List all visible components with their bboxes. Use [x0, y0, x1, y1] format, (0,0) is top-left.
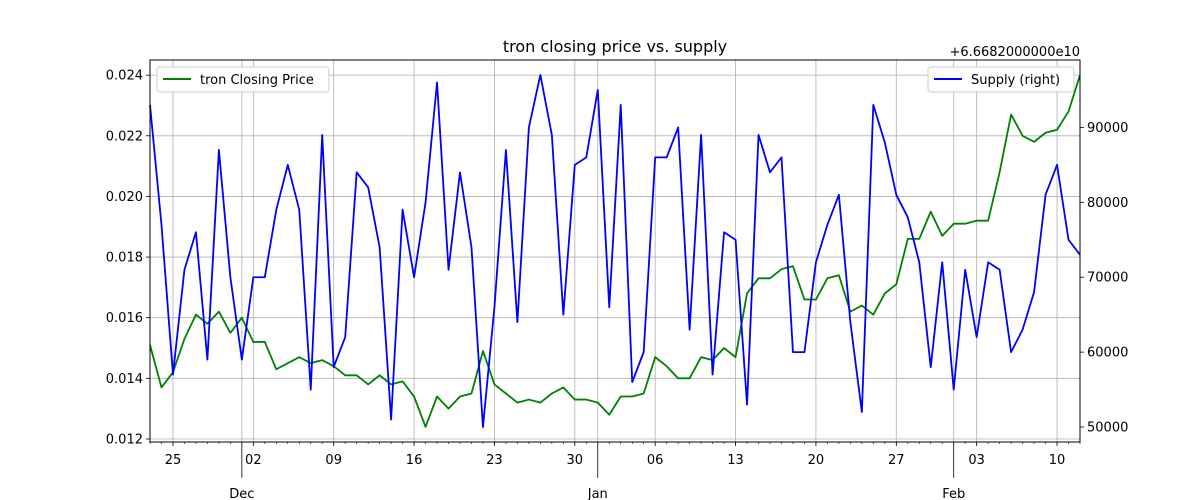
x-tick-label: 16	[406, 453, 423, 468]
legend-right-label: Supply (right)	[971, 73, 1060, 88]
y-right-tick-label: 60000	[1087, 346, 1128, 361]
y-right-axis: 50000 60000 70000 80000 90000	[1080, 121, 1128, 436]
y-left-tick-label: 0.016	[106, 311, 143, 326]
y-left-tick-label: 0.012	[106, 432, 143, 447]
y-left-axis: 0.012 0.014 0.016 0.018 0.020 0.022 0.024	[106, 69, 150, 447]
x-tick-label: 30	[567, 453, 584, 468]
x-month-label: Feb	[942, 487, 965, 500]
x-tick-label: 27	[888, 453, 905, 468]
series-layer	[149, 74, 1081, 428]
legend-right: Supply (right)	[927, 66, 1075, 93]
legend-left-label: tron Closing Price	[200, 73, 314, 88]
x-month-label: Jan	[587, 487, 608, 500]
series-line-supply	[149, 74, 1081, 428]
y-left-tick-label: 0.022	[106, 129, 143, 144]
x-axis: 25 02 09 16 23 30 06 13 20 27 03 10 Dec Jan Feb	[149, 442, 1081, 500]
series-line-closing-price	[149, 74, 1081, 428]
legend-left-box	[156, 66, 330, 93]
x-tick-label: 23	[486, 453, 503, 468]
y-right-tick-label: 80000	[1087, 196, 1128, 211]
y-right-tick-label: 70000	[1087, 271, 1128, 286]
x-tick-label: 13	[727, 453, 744, 468]
chart-title: tron closing price vs. supply	[503, 37, 727, 56]
y-right-tick-label: 90000	[1087, 121, 1128, 136]
legend-left: tron Closing Price	[156, 66, 330, 93]
x-tick-label: 10	[1049, 453, 1066, 468]
plot-frame	[149, 59, 1081, 443]
x-tick-label: 09	[325, 453, 342, 468]
grid	[150, 60, 1080, 442]
x-tick-label: 06	[647, 453, 664, 468]
x-tick-label: 20	[808, 453, 825, 468]
x-tick-label: 02	[245, 453, 262, 468]
y-left-tick-label: 0.014	[106, 372, 143, 387]
offset-label: +6.6682000000e10	[949, 45, 1080, 60]
y-left-tick-label: 0.018	[106, 251, 143, 266]
y-left-tick-label: 0.020	[106, 190, 143, 205]
y-right-tick-label: 50000	[1087, 421, 1128, 436]
y-left-tick-label: 0.024	[106, 69, 143, 84]
x-month-label: Dec	[229, 487, 254, 500]
x-tick-label: 25	[165, 453, 182, 468]
legend-right-box	[927, 66, 1075, 93]
x-tick-label: 03	[968, 453, 985, 468]
